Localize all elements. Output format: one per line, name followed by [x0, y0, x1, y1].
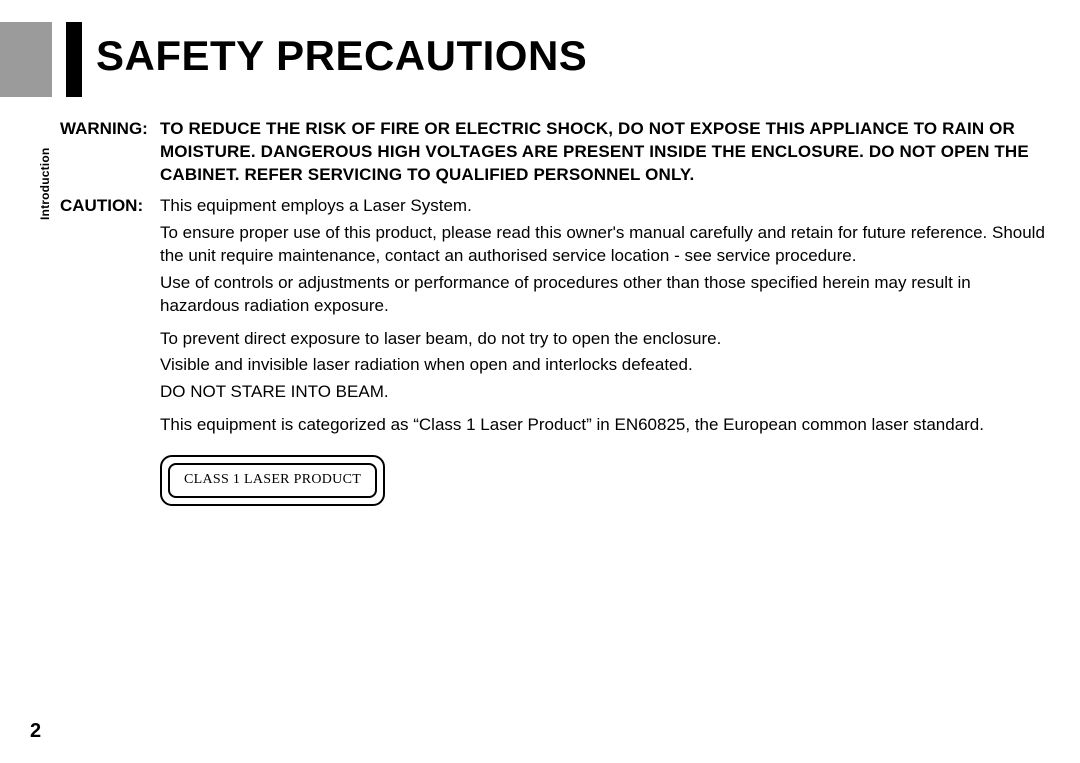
caution-para-0: This equipment employs a Laser System. — [160, 195, 1050, 218]
caution-para-6: This equipment is categorized as “Class … — [160, 414, 1050, 437]
section-label: Introduction — [38, 148, 52, 220]
caution-text: This equipment employs a Laser System. T… — [160, 195, 1050, 506]
warning-text: TO REDUCE THE RISK OF FIRE OR ELECTRIC S… — [160, 118, 1050, 187]
section-tab — [0, 22, 52, 97]
caution-para-1: To ensure proper use of this product, pl… — [160, 222, 1050, 268]
warning-label: WARNING: — [60, 118, 160, 141]
laser-class-label-text: CLASS 1 LASER PRODUCT — [168, 463, 377, 498]
caution-para-2: Use of controls or adjustments or perfor… — [160, 272, 1050, 318]
content-area: WARNING: TO REDUCE THE RISK OF FIRE OR E… — [60, 118, 1050, 510]
title-accent-bar — [66, 22, 82, 97]
caution-label: CAUTION: — [60, 195, 160, 218]
caution-para-5: DO NOT STARE INTO BEAM. — [160, 381, 1050, 404]
caution-para-4: Visible and invisible laser radiation wh… — [160, 354, 1050, 377]
caution-row: CAUTION: This equipment employs a Laser … — [60, 195, 1050, 506]
page-title: SAFETY PRECAUTIONS — [96, 32, 587, 80]
caution-para-3: To prevent direct exposure to laser beam… — [160, 328, 1050, 351]
page-number: 2 — [30, 720, 41, 743]
warning-row: WARNING: TO REDUCE THE RISK OF FIRE OR E… — [60, 118, 1050, 187]
laser-class-label: CLASS 1 LASER PRODUCT — [160, 455, 385, 506]
